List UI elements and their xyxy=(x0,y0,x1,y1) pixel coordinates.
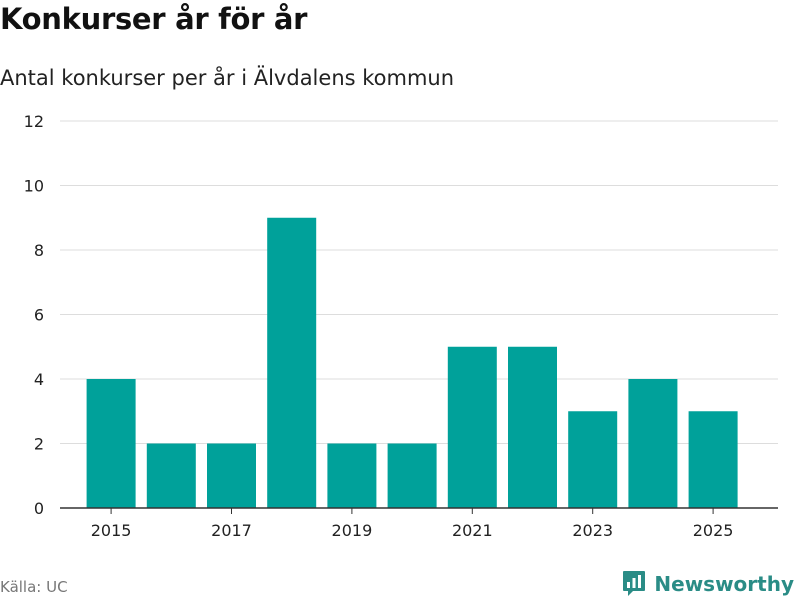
y-tick-label: 6 xyxy=(34,306,44,325)
x-tick-label: 2023 xyxy=(572,521,613,540)
axes xyxy=(60,507,778,514)
y-tick-label: 10 xyxy=(24,177,44,196)
source-note: Källa: UC xyxy=(0,578,68,596)
bar-2024 xyxy=(628,379,678,508)
bar-2023 xyxy=(568,411,618,508)
bar-2017 xyxy=(207,443,256,508)
y-tick-label: 8 xyxy=(34,241,44,260)
bar-2025 xyxy=(688,411,738,508)
x-tick-label: 2021 xyxy=(452,521,493,540)
bar-2019 xyxy=(327,443,377,508)
chart-subtitle: Antal konkurser per år i Älvdalens kommu… xyxy=(0,66,455,90)
x-tick-label: 2017 xyxy=(211,521,252,540)
bar-2020 xyxy=(387,443,437,508)
bar-2015 xyxy=(86,379,136,508)
bar-2016 xyxy=(146,443,196,508)
x-tick-label: 2019 xyxy=(332,521,373,540)
y-tick-label: 0 xyxy=(34,499,44,518)
bar-2018 xyxy=(267,217,317,508)
y-tick-label: 2 xyxy=(34,435,44,454)
brand-logo: Newsworthy xyxy=(622,570,794,597)
x-tick-labels: 2015 2017 2019 2021 2023 2025 xyxy=(91,521,734,540)
chart-title: Konkurser år för år xyxy=(0,2,308,36)
brand-name: Newsworthy xyxy=(654,571,794,596)
newsworthy-logo-icon xyxy=(623,571,646,596)
bar-2022 xyxy=(508,346,557,508)
x-tick-label: 2025 xyxy=(693,521,734,540)
y-tick-label: 12 xyxy=(24,112,44,131)
bar-2021 xyxy=(447,346,497,508)
y-tick-label: 4 xyxy=(34,370,44,389)
y-tick-labels: 0 2 4 6 8 10 12 xyxy=(24,112,44,518)
x-tick-label: 2015 xyxy=(91,521,132,540)
bars xyxy=(86,217,738,508)
